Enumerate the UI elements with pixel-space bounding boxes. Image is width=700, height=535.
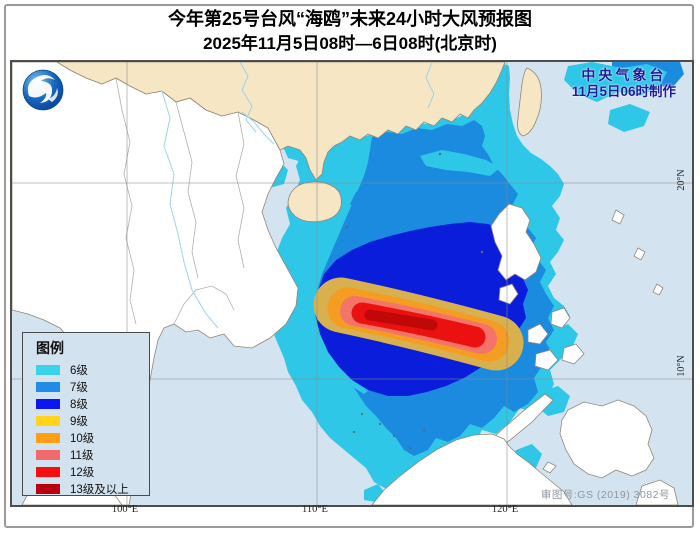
islet-specks — [345, 152, 484, 450]
wind-ring-13 — [364, 309, 438, 331]
legend-item-label: 13级及以上 — [70, 483, 129, 496]
legend-item: 8级 — [36, 395, 149, 412]
legend-item: 9级 — [36, 412, 149, 429]
china-landmass — [56, 62, 506, 181]
lat-label-20n: 20°N — [676, 169, 687, 191]
legend-item-label: 8级 — [70, 398, 88, 411]
landmasses — [12, 62, 679, 505]
legend-item: 11级 — [36, 446, 149, 463]
legend-swatch — [36, 449, 60, 460]
map-area: 中央气象台 11月5日06时制作 图例 6级 7级 8级 9级 — [10, 60, 694, 507]
mindanao-island — [559, 399, 655, 479]
legend-item-label: 10级 — [70, 432, 95, 445]
leyte-island — [561, 343, 585, 365]
legend-item: 13级及以上 — [36, 480, 149, 497]
legend-item: 7级 — [36, 378, 149, 395]
taiwan-island — [517, 67, 542, 137]
lat-label-10n: 10°N — [676, 355, 687, 377]
luzon-island — [490, 203, 542, 281]
typhoon-core-rings — [313, 277, 524, 371]
map-approval-number: 审图号:GS (2019) 3082号 — [540, 489, 670, 501]
southeast-corner-land — [635, 479, 679, 505]
title-block: 今年第25号台风“海鸥”未来24小时大风预报图 2025年11月5日08时—6日… — [0, 7, 700, 55]
legend-item-label: 7级 — [70, 381, 88, 394]
legend-swatch — [36, 466, 60, 477]
page-title: 今年第25号台风“海鸥”未来24小时大风预报图 — [167, 9, 533, 29]
legend-swatch — [36, 381, 60, 392]
lon-label-120e: 120°E — [491, 504, 519, 515]
country-borders — [115, 77, 245, 325]
legend-item-label: 12级 — [70, 466, 95, 479]
agency-name: 中央气象台 — [581, 67, 667, 83]
legend-item-label: 9级 — [70, 415, 88, 428]
legend: 图例 6级 7级 8级 9级 10级 11 — [22, 332, 150, 496]
legend-swatch — [36, 483, 60, 494]
legend-item-label: 11级 — [70, 449, 94, 462]
issue-time: 11月5日06时制作 — [571, 84, 676, 99]
borneo-landmass — [371, 433, 573, 505]
legend-item-label: 6级 — [70, 364, 88, 377]
legend-item: 6级 — [36, 361, 149, 378]
page-subtitle: 2025年11月5日08时—6日08时(北京时) — [203, 34, 497, 53]
legend-swatch — [36, 364, 60, 375]
mindoro-island — [498, 283, 519, 305]
legend-item: 12级 — [36, 463, 149, 480]
legend-swatch — [36, 398, 60, 409]
lon-label-100e: 100°E — [111, 504, 139, 515]
legend-swatch — [36, 415, 60, 426]
east-islets — [611, 209, 664, 296]
hainan-island — [287, 181, 342, 223]
samar-island — [550, 307, 571, 329]
rivers — [161, 62, 435, 329]
negros-island — [534, 349, 559, 371]
lon-label-110e: 110°E — [302, 504, 328, 515]
panay-island — [527, 323, 549, 345]
cma-logo-icon — [22, 69, 64, 111]
legend-title: 图例 — [36, 340, 64, 356]
legend-item: 10级 — [36, 429, 149, 446]
legend-swatch — [36, 432, 60, 443]
agency-credit: 中央气象台 11月5日06时制作 — [572, 67, 676, 100]
